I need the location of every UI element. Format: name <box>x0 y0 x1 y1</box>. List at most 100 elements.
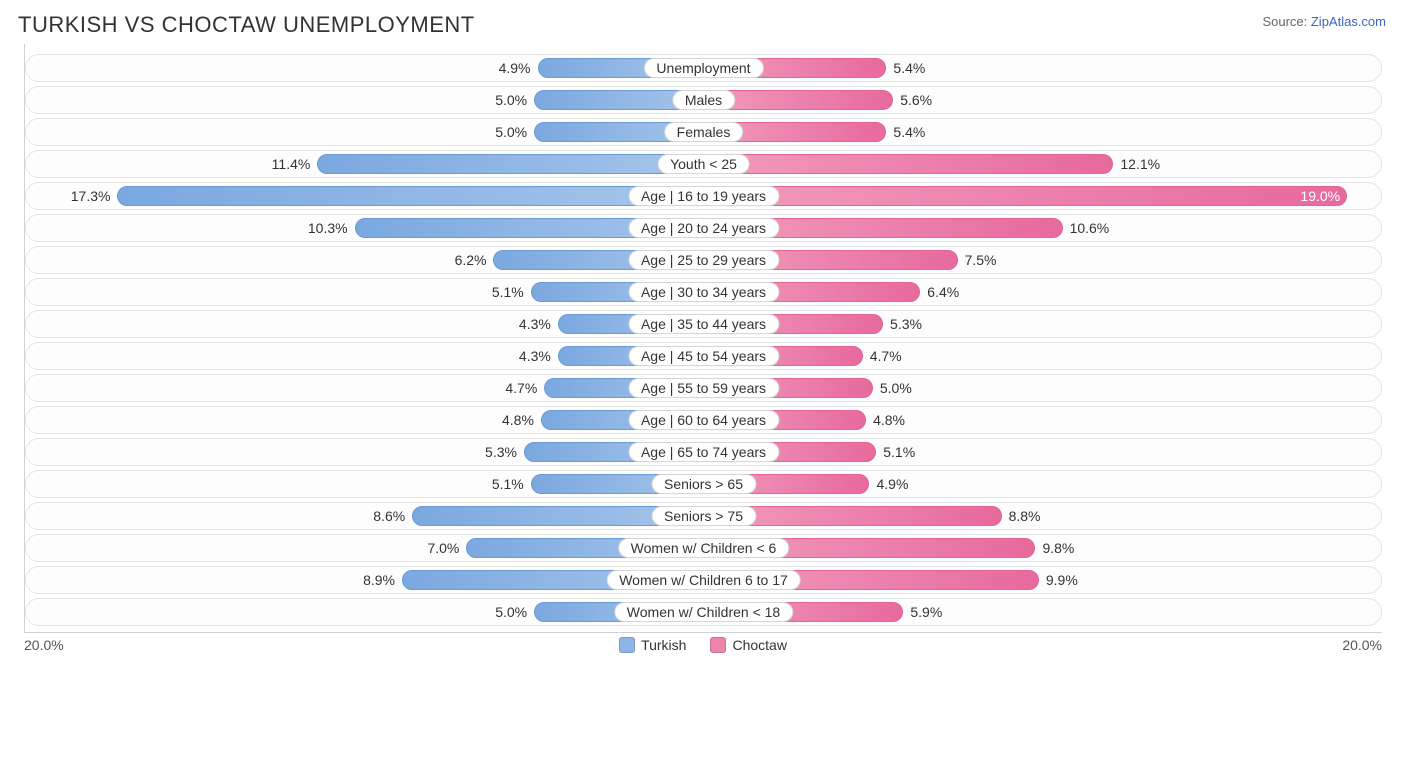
category-label: Women w/ Children < 18 <box>614 602 793 622</box>
category-label: Age | 55 to 59 years <box>628 378 779 398</box>
value-choctaw: 4.8% <box>865 412 905 428</box>
value-turkish: 5.0% <box>495 124 535 140</box>
chart-row: 4.8%4.8%Age | 60 to 64 years <box>25 406 1382 434</box>
left-half: 4.3% <box>26 343 704 369</box>
category-label: Youth < 25 <box>657 154 750 174</box>
value-turkish: 5.1% <box>492 476 532 492</box>
value-turkish: 5.0% <box>495 92 535 108</box>
left-half: 10.3% <box>26 215 704 241</box>
bar-turkish: 17.3% <box>117 186 703 206</box>
value-choctaw: 10.6% <box>1062 220 1110 236</box>
left-half: 6.2% <box>26 247 704 273</box>
right-half: 5.3% <box>704 311 1382 337</box>
value-choctaw: 9.9% <box>1038 572 1078 588</box>
bar-choctaw: 12.1% <box>704 154 1114 174</box>
legend: Turkish Choctaw <box>619 637 787 653</box>
legend-label-turkish: Turkish <box>641 637 686 653</box>
value-choctaw: 5.4% <box>885 60 925 76</box>
right-half: 6.4% <box>704 279 1382 305</box>
value-turkish: 7.0% <box>427 540 467 556</box>
value-turkish: 11.4% <box>272 156 319 172</box>
chart-row: 5.3%5.1%Age | 65 to 74 years <box>25 438 1382 466</box>
left-half: 5.3% <box>26 439 704 465</box>
value-choctaw: 5.9% <box>902 604 942 620</box>
value-choctaw: 6.4% <box>919 284 959 300</box>
value-turkish: 5.1% <box>492 284 532 300</box>
chart-row: 5.0% 5.6% Males <box>25 86 1382 114</box>
category-label: Women w/ Children 6 to 17 <box>606 570 801 590</box>
axis-left-max: 20.0% <box>24 637 619 653</box>
right-half: 10.6% <box>704 215 1382 241</box>
chart-row: 4.3%4.7%Age | 45 to 54 years <box>25 342 1382 370</box>
left-half: 17.3% <box>26 183 704 209</box>
page-title: TURKISH VS CHOCTAW UNEMPLOYMENT <box>18 12 1390 38</box>
chart-row: 8.9% 9.9% Women w/ Children 6 to 17 <box>25 566 1382 594</box>
category-label: Women w/ Children < 6 <box>618 538 790 558</box>
value-turkish: 4.3% <box>519 316 559 332</box>
source-attribution: Source: ZipAtlas.com <box>1262 14 1386 29</box>
value-turkish: 4.7% <box>505 380 545 396</box>
chart-row: 4.7% 5.0%Age | 55 to 59 years <box>25 374 1382 402</box>
right-half: 5.6% <box>704 87 1382 113</box>
right-half: 8.8% <box>704 503 1382 529</box>
chart-row: 17.3% 19.0% Age | 16 to 19 years <box>25 182 1382 210</box>
value-choctaw: 19.0% <box>1300 188 1340 204</box>
legend-swatch-turkish <box>619 637 635 653</box>
category-label: Age | 35 to 44 years <box>628 314 779 334</box>
left-half: 8.9% <box>26 567 704 593</box>
right-half: 5.1% <box>704 439 1382 465</box>
value-choctaw: 7.5% <box>957 252 997 268</box>
value-choctaw: 5.4% <box>885 124 925 140</box>
value-turkish: 10.3% <box>308 220 356 236</box>
category-label: Seniors > 75 <box>651 506 756 526</box>
chart-row: 5.0%5.4%Females <box>25 118 1382 146</box>
right-half: 5.0% <box>704 375 1382 401</box>
value-choctaw: 9.8% <box>1034 540 1074 556</box>
left-half: 4.9% <box>26 55 704 81</box>
chart-row: 6.2%7.5%Age | 25 to 29 years <box>25 246 1382 274</box>
diverging-bar-chart: 4.9%5.4%Unemployment5.0%5.6%Males5.0%5.4… <box>24 44 1382 633</box>
value-choctaw: 5.3% <box>882 316 922 332</box>
right-half: 9.9% <box>704 567 1382 593</box>
right-half: 19.0% <box>704 183 1382 209</box>
axis-right-max: 20.0% <box>787 637 1382 653</box>
value-choctaw: 12.1% <box>1112 156 1160 172</box>
right-half: 4.7% <box>704 343 1382 369</box>
right-half: 9.8% <box>704 535 1382 561</box>
bar-turkish: 11.4% <box>317 154 703 174</box>
left-half: 5.0% <box>26 87 704 113</box>
value-turkish: 8.9% <box>363 572 403 588</box>
chart-row: 8.6% 8.8% Seniors > 75 <box>25 502 1382 530</box>
category-label: Age | 30 to 34 years <box>628 282 779 302</box>
left-half: 11.4% <box>26 151 704 177</box>
chart-row: 4.3% 5.3% Age | 35 to 44 years <box>25 310 1382 338</box>
value-turkish: 8.6% <box>373 508 413 524</box>
category-label: Males <box>672 90 735 110</box>
chart-row: 10.3% 10.6% Age | 20 to 24 years <box>25 214 1382 242</box>
chart-row: 5.1% 6.4% Age | 30 to 34 years <box>25 278 1382 306</box>
right-half: 5.9% <box>704 599 1382 625</box>
value-turkish: 6.2% <box>455 252 495 268</box>
left-half: 4.3% <box>26 311 704 337</box>
right-half: 4.8% <box>704 407 1382 433</box>
category-label: Age | 16 to 19 years <box>628 186 779 206</box>
right-half: 12.1% <box>704 151 1382 177</box>
chart-row: 5.1%4.9%Seniors > 65 <box>25 470 1382 498</box>
legend-item-turkish: Turkish <box>619 637 686 653</box>
left-half: 7.0% <box>26 535 704 561</box>
value-choctaw: 5.6% <box>892 92 932 108</box>
left-half: 4.8% <box>26 407 704 433</box>
chart-row: 5.0% 5.9% Women w/ Children < 18 <box>25 598 1382 626</box>
value-turkish: 4.8% <box>502 412 542 428</box>
category-label: Age | 20 to 24 years <box>628 218 779 238</box>
value-turkish: 17.3% <box>71 188 119 204</box>
value-turkish: 4.3% <box>519 348 559 364</box>
value-turkish: 5.3% <box>485 444 525 460</box>
axis-labels: 20.0% Turkish Choctaw 20.0% <box>24 637 1382 653</box>
left-half: 5.0% <box>26 119 704 145</box>
value-choctaw: 8.8% <box>1001 508 1041 524</box>
value-turkish: 5.0% <box>495 604 535 620</box>
legend-label-choctaw: Choctaw <box>732 637 786 653</box>
source-link[interactable]: ZipAtlas.com <box>1311 14 1386 29</box>
left-half: 5.1% <box>26 471 704 497</box>
